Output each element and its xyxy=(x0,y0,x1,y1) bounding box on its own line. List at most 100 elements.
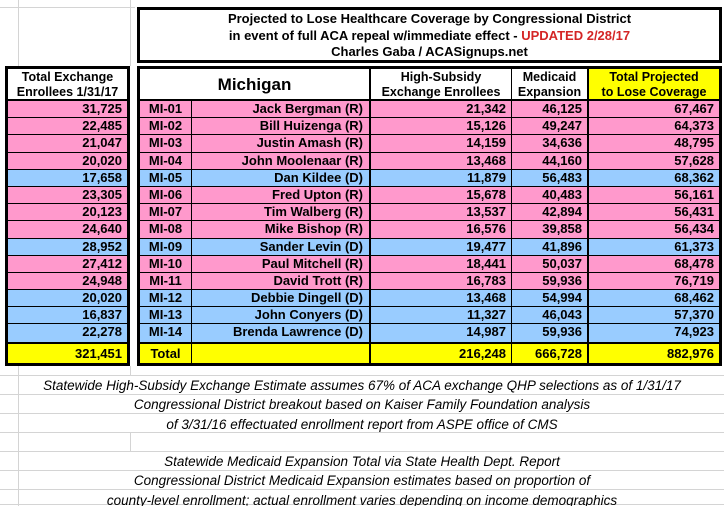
exchange-total-cell[interactable]: 321,451 xyxy=(8,341,127,363)
high-subsidy-cell[interactable]: 16,783 xyxy=(371,272,512,290)
representative-cell[interactable]: Dan Kildee (D) xyxy=(192,169,371,186)
exchange-enrollees-cell[interactable]: 17,658 xyxy=(8,169,127,187)
exchange-enrollees-cell[interactable]: 23,305 xyxy=(8,186,127,205)
exchange-enrollees-cell[interactable]: 20,123 xyxy=(8,204,127,222)
high-subsidy-cell[interactable]: 13,537 xyxy=(371,204,512,221)
district-cell[interactable]: MI-06 xyxy=(140,186,192,204)
total-coverage-cell[interactable]: 76,719 xyxy=(674,272,714,288)
total-coverage-cell[interactable]: 68,462 xyxy=(674,290,714,306)
district-cell[interactable]: MI-08 xyxy=(140,221,192,238)
medicaid-cell[interactable]: 44,160 xyxy=(512,152,589,169)
district-cell[interactable]: MI-01 xyxy=(140,101,192,118)
total-coverage-cell[interactable]: 56,161 xyxy=(674,186,714,202)
exchange-enrollees-cell[interactable]: 22,278 xyxy=(8,324,127,342)
exchange-enrollees-cell[interactable]: 31,725 xyxy=(8,101,127,119)
exchange-enrollees-cell[interactable]: 28,952 xyxy=(8,238,127,256)
medicaid-cell[interactable]: 50,037 xyxy=(512,255,589,272)
exchange-enrollees-cell[interactable]: 27,412 xyxy=(8,255,127,273)
district-cell[interactable]: MI-10 xyxy=(140,255,192,272)
medicaid-cell[interactable]: 34,636 xyxy=(512,135,589,152)
table-row: MI-07 Tim Walberg (R) 13,537 42,894 56,4… xyxy=(140,204,719,222)
high-subsidy-cell[interactable]: 18,441 xyxy=(371,255,512,272)
medicaid-cell[interactable]: 40,483 xyxy=(512,186,589,204)
representative-cell[interactable]: Paul Mitchell (R) xyxy=(192,255,371,272)
table-row: MI-08 Mike Bishop (R) 16,576 39,858 56,4… xyxy=(140,221,719,239)
district-cell[interactable]: MI-04 xyxy=(140,152,192,169)
high-subsidy-cell[interactable]: 14,159 xyxy=(371,135,512,152)
title-updated-date: UPDATED 2/28/17 xyxy=(521,27,631,43)
high-subsidy-cell[interactable]: 15,678 xyxy=(371,186,512,204)
medicaid-cell[interactable]: 39,858 xyxy=(512,221,589,238)
representative-cell[interactable]: John Moolenaar (R) xyxy=(192,152,371,169)
high-subsidy-cell[interactable]: 13,468 xyxy=(371,152,512,169)
title-line-2-text: in event of full ACA repeal w/immediate … xyxy=(228,27,522,43)
representative-cell[interactable]: Justin Amash (R) xyxy=(192,135,371,152)
exchange-enrollees-cell[interactable]: 20,020 xyxy=(8,290,127,308)
representative-cell[interactable]: Jack Bergman (R) xyxy=(192,101,371,118)
total-coverage-cell[interactable]: 74,923 xyxy=(674,324,714,340)
total-coverage-cell[interactable]: 61,373 xyxy=(674,238,714,254)
gridline xyxy=(18,366,19,506)
medicaid-cell[interactable]: 42,894 xyxy=(512,204,589,221)
high-subsidy-cell[interactable]: 13,468 xyxy=(371,290,512,307)
exchange-enrollees-column: Total Exchange Enrollees 1/31/17 31,725 2… xyxy=(5,66,130,366)
exchange-column-body: 31,725 22,485 21,047 20,020 17,658 23,305 20,1… xyxy=(8,101,127,342)
total-coverage-cell[interactable]: 56,434 xyxy=(674,221,714,237)
gridline xyxy=(130,366,131,375)
total-coverage-cell[interactable]: 57,628 xyxy=(674,152,714,168)
high-subsidy-cell[interactable]: 15,126 xyxy=(371,118,512,135)
exchange-enrollees-cell[interactable]: 21,047 xyxy=(8,135,127,153)
representative-cell[interactable]: Brenda Lawrence (D) xyxy=(192,324,371,342)
exchange-footnote-block: Statewide High-Subsidy Exchange Estimate… xyxy=(0,376,724,434)
medicaid-cell[interactable]: 46,043 xyxy=(512,307,589,324)
medicaid-cell[interactable]: 59,936 xyxy=(512,324,589,342)
total-coverage-cell[interactable]: 48,795 xyxy=(674,135,714,151)
total-high-subsidy-cell[interactable]: 216,248 xyxy=(371,343,512,363)
district-cell[interactable]: MI-07 xyxy=(140,204,192,221)
district-cell[interactable]: MI-03 xyxy=(140,135,192,152)
total-coverage-cell[interactable]: 882,976 xyxy=(667,345,714,361)
representative-cell[interactable]: Debbie Dingell (D) xyxy=(192,290,371,307)
high-subsidy-cell[interactable]: 11,327 xyxy=(371,307,512,324)
total-medicaid-cell[interactable]: 666,728 xyxy=(512,343,589,363)
representative-cell[interactable]: David Trott (R) xyxy=(192,272,371,290)
high-subsidy-header-line-1: High-Subsidy xyxy=(400,70,482,84)
medicaid-cell[interactable]: 49,247 xyxy=(512,118,589,135)
district-cell[interactable]: MI-09 xyxy=(140,238,192,255)
representative-cell[interactable]: Bill Huizenga (R) xyxy=(192,118,371,135)
total-coverage-cell[interactable]: 64,373 xyxy=(674,118,714,134)
district-cell[interactable]: MI-05 xyxy=(140,169,192,186)
total-coverage-cell[interactable]: 68,362 xyxy=(674,169,714,185)
district-cell[interactable]: MI-13 xyxy=(140,307,192,324)
high-subsidy-cell[interactable]: 14,987 xyxy=(371,324,512,342)
medicaid-cell[interactable]: 59,936 xyxy=(512,272,589,290)
district-cell[interactable]: MI-12 xyxy=(140,290,192,307)
district-cell[interactable]: MI-02 xyxy=(140,118,192,135)
representative-cell[interactable]: Fred Upton (R) xyxy=(192,186,371,204)
representative-cell[interactable]: Sander Levin (D) xyxy=(192,238,371,255)
representative-cell[interactable]: Mike Bishop (R) xyxy=(192,221,371,238)
representative-cell[interactable]: Tim Walberg (R) xyxy=(192,204,371,221)
exchange-enrollees-cell[interactable]: 22,485 xyxy=(8,118,127,136)
total-coverage-cell[interactable]: 67,467 xyxy=(674,101,714,116)
high-subsidy-cell[interactable]: 11,879 xyxy=(371,169,512,186)
high-subsidy-cell[interactable]: 16,576 xyxy=(371,221,512,238)
exchange-enrollees-cell[interactable]: 24,640 xyxy=(8,221,127,239)
medicaid-cell[interactable]: 56,483 xyxy=(512,169,589,186)
exchange-enrollees-cell[interactable]: 16,837 xyxy=(8,307,127,325)
medicaid-cell[interactable]: 54,994 xyxy=(512,290,589,307)
exchange-enrollees-cell[interactable]: 20,020 xyxy=(8,152,127,170)
total-row-label[interactable]: Total xyxy=(140,343,192,363)
district-cell[interactable]: MI-11 xyxy=(140,272,192,290)
district-cell[interactable]: MI-14 xyxy=(140,324,192,342)
medicaid-cell[interactable]: 41,896 xyxy=(512,238,589,255)
high-subsidy-cell[interactable]: 21,342 xyxy=(371,101,512,118)
high-subsidy-cell[interactable]: 19,477 xyxy=(371,238,512,255)
representative-cell[interactable]: John Conyers (D) xyxy=(192,307,371,324)
exchange-enrollees-cell[interactable]: 24,948 xyxy=(8,272,127,291)
medicaid-cell[interactable]: 46,125 xyxy=(512,101,589,118)
total-coverage-cell[interactable]: 68,478 xyxy=(674,255,714,271)
total-coverage-cell[interactable]: 57,370 xyxy=(674,307,714,323)
total-coverage-cell[interactable]: 56,431 xyxy=(674,204,714,220)
footnote-line: county-level enrollment; actual enrollme… xyxy=(106,492,618,506)
